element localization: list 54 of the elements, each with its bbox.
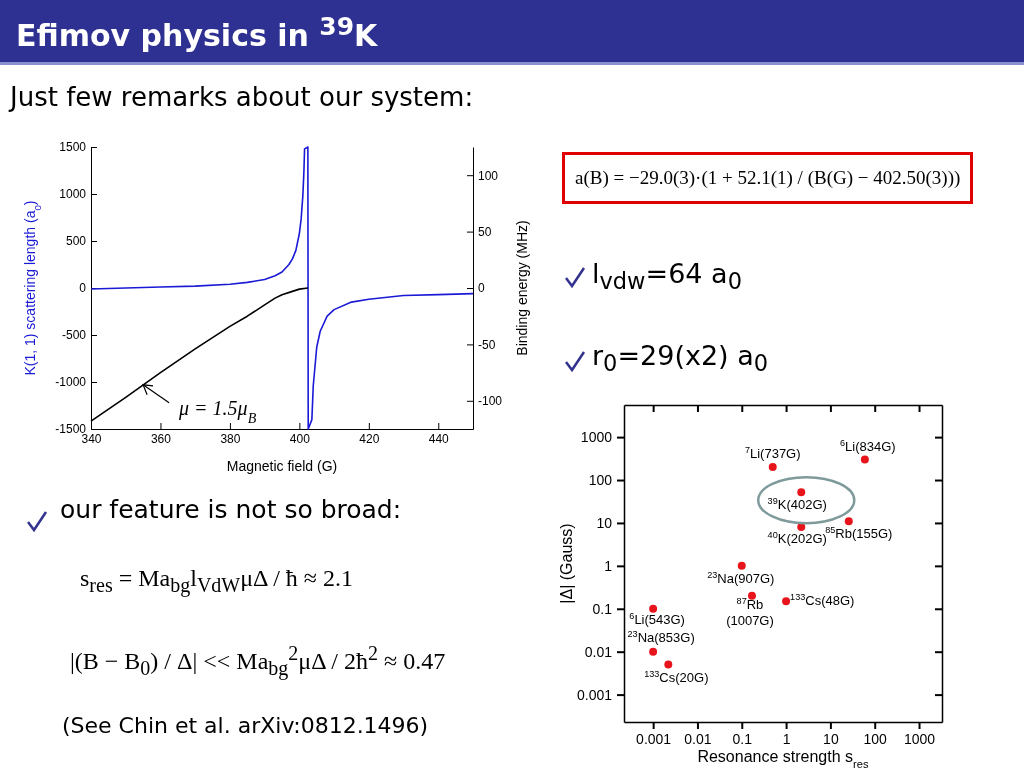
text: Just few remarks about our system: — [10, 82, 474, 112]
text: |(B − B$_{0}$) / Δ| << Ma$_{bg}$$^{2}$μΔ / 2ħ$^{2}$ ≈ 0.47 — [70, 642, 446, 680]
y-tick-label: 100 — [588, 472, 613, 489]
x-tick-label: 100 — [863, 730, 888, 747]
x-tick-label: 0.001 — [636, 730, 672, 747]
x-tick-label: 1 — [782, 730, 791, 747]
x-tick-label: 440 — [428, 431, 450, 446]
y-tick-label: 0 — [79, 281, 87, 296]
y2-tick-label: 100 — [478, 168, 499, 183]
text: our feature is not so broad: — [60, 495, 402, 524]
x-tick-label: 0.1 — [732, 730, 753, 747]
y-tick-label: 500 — [65, 234, 87, 249]
text: s$_{res}$ = Ma$_{bg}$l$_{VdW}$μΔ / ħ ≈ 2.1 — [80, 565, 354, 597]
y2-tick-label: -50 — [478, 337, 496, 352]
y-tick-label: 0.01 — [584, 643, 613, 660]
annotation: μ = 1.5μ$_{B}$ — [178, 396, 257, 426]
text: l$_{vdw}$=64 a$_{0}$ — [592, 258, 742, 295]
text: r$_{0}$=29(x2) a$_{0}$ — [592, 340, 769, 377]
annotation: $^{39}$K(402G) — [767, 496, 827, 513]
y2-tick-label: -100 — [478, 394, 503, 409]
annotation: $^{6}$Li(543G) — [629, 610, 685, 627]
x-axis-title: Magnetic field (G) — [226, 458, 338, 474]
text: Efimov physics in $^{39}$K — [16, 12, 378, 53]
y-tick-label: -500 — [61, 328, 87, 343]
y-tick-label: -1000 — [55, 375, 87, 390]
annotation: $^{85}$Rb(155G) — [825, 525, 893, 542]
y2-axis-title: Binding energy (MHz) — [514, 220, 530, 356]
x-tick-label: 380 — [220, 431, 241, 446]
annotation: $^{133}$Cs(48G) — [790, 592, 855, 609]
y-axis-title: |Δ| (Gauss) — [558, 523, 575, 604]
x-tick-label: 400 — [289, 431, 311, 446]
annotation: $^{6}$Li(834G) — [840, 437, 896, 454]
y-tick-label: 10 — [596, 514, 613, 531]
y-tick-label: 0.1 — [592, 600, 613, 617]
x-axis-title: Resonance strength s$_{res}$ — [697, 748, 869, 768]
x-tick-label: 360 — [150, 431, 172, 446]
x-tick-label: 0.01 — [684, 730, 712, 747]
y-tick-label: 0.001 — [576, 686, 613, 703]
y2-tick-label: 50 — [478, 224, 492, 239]
annotation: $^{7}$Li(737G) — [744, 445, 801, 462]
x-tick-label: 420 — [359, 431, 380, 446]
text: (See Chin et al. arXiv:0812.1496) — [62, 713, 429, 738]
annotation: $^{87}$Rb (1007G) — [726, 595, 774, 628]
text: a(B) = −29.0(3)·(1 + 52.1(1) / (B(G) − 402.50(3))) — [562, 152, 974, 204]
y-tick-label: 1 — [604, 557, 613, 574]
annotation: $^{133}$Cs(20G) — [644, 668, 709, 685]
x-tick-label: 1000 — [903, 730, 936, 747]
x-tick-label: 10 — [823, 730, 839, 747]
line-series — [90, 146, 474, 430]
y-tick-label: 1500 — [59, 140, 87, 155]
y-tick-label: 1000 — [59, 187, 87, 202]
annotation: $^{23}$Na(853G) — [627, 628, 695, 645]
annotation: $^{23}$Na(907G) — [707, 569, 775, 586]
y2-tick-label: 0 — [478, 281, 485, 296]
